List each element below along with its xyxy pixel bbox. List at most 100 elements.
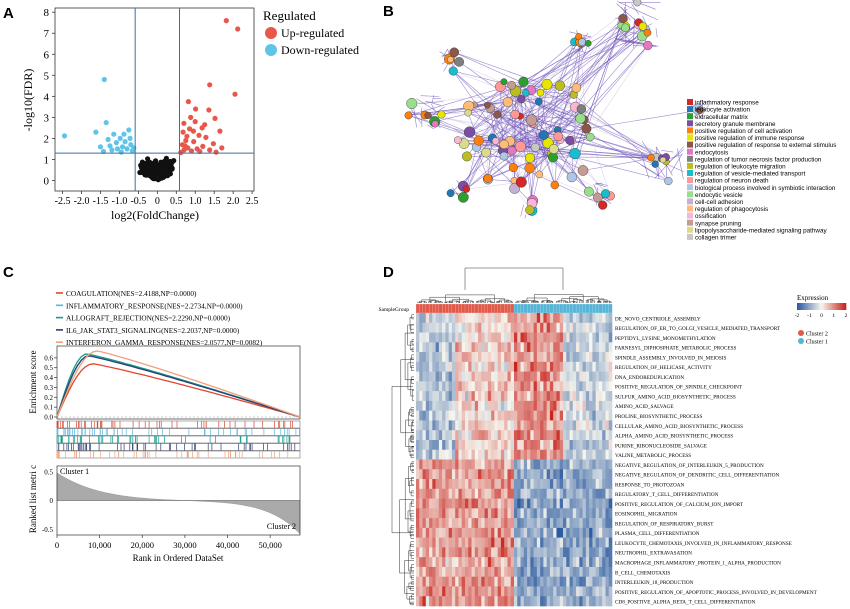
heatmap-cell [563, 586, 567, 597]
heatmap-cell [576, 537, 580, 548]
heatmap-cell [487, 576, 492, 587]
heatmap-cell [494, 527, 498, 538]
sample-group-cell [579, 303, 584, 314]
heatmap-cell [556, 547, 561, 558]
heatmap-cell [461, 518, 466, 529]
down-point [127, 135, 133, 141]
heatmap-cell [507, 566, 512, 577]
heatmap-cell [478, 430, 482, 441]
heatmap-cell [595, 361, 600, 372]
heatmap-cell [533, 527, 538, 538]
heatmap-cell [605, 596, 610, 607]
heatmap-cell [432, 547, 436, 558]
heatmap-cell [602, 352, 606, 363]
heatmap-cell [598, 557, 603, 568]
heatmap-cell [487, 352, 492, 363]
heatmap-cell [425, 381, 430, 392]
heatmap-cell [435, 566, 440, 577]
col-dendrogram-branch [485, 298, 505, 303]
up-point [183, 137, 189, 144]
y-tick-label: 8 [44, 7, 50, 19]
heatmap-cell [425, 488, 430, 499]
heatmap-cell [563, 557, 567, 568]
heatmap-cell [595, 400, 600, 411]
gsea-legend-label: IL6_JAK_STAT3_SIGNALING(NES=2.2037,NP=0.… [66, 326, 240, 335]
col-dendrogram-branch [531, 301, 535, 303]
heatmap-cell [553, 508, 557, 519]
heatmap-cell [465, 430, 469, 441]
heatmap-cell [491, 381, 495, 392]
heatmap-cell [510, 430, 515, 441]
heatmap-cell [487, 332, 492, 343]
heatmap-cell [474, 596, 479, 607]
heatmap-cell [481, 332, 485, 343]
row-dendrogram-branch [410, 512, 414, 522]
down-point [107, 143, 113, 149]
heatmap-cell [497, 586, 502, 597]
col-dendrogram-branch [557, 300, 566, 303]
heatmap-cell [465, 371, 469, 382]
network-legend-swatch [687, 184, 693, 191]
heatmap-cell [556, 439, 561, 451]
col-dendrogram-branch [573, 301, 577, 303]
heatmap-cell [572, 488, 577, 499]
heatmap-cell [487, 322, 492, 333]
heatmap-cell [448, 508, 453, 519]
heatmap-cell [546, 576, 551, 587]
heatmap-cell [569, 322, 574, 333]
network-node [524, 162, 535, 174]
network-legend-swatch [687, 155, 693, 162]
heatmap-cell [504, 361, 508, 372]
heatmap-cell [576, 430, 580, 441]
heatmap-cell [592, 313, 596, 324]
heatmap-cell [448, 479, 453, 490]
heatmap-cell [579, 459, 583, 470]
heatmap-scale-segment [810, 303, 813, 310]
sample-group-cell [520, 303, 525, 314]
heatmap-cell [533, 361, 538, 372]
heatmap-cell [458, 518, 463, 529]
heatmap-cell [461, 557, 466, 568]
heatmap-cell [582, 391, 587, 402]
heatmap-cell [481, 430, 485, 441]
heatmap-cell [576, 479, 580, 490]
heatmap-cell [576, 459, 580, 470]
heatmap-cell [559, 439, 564, 451]
network-legend-swatch [687, 170, 693, 176]
heatmap-cell [546, 498, 551, 509]
heatmap-cell [572, 537, 577, 548]
heatmap-cell [432, 371, 436, 382]
sample-group-cell [595, 303, 600, 314]
heatmap-cell [461, 439, 466, 451]
heatmap-cell [429, 371, 433, 382]
heatmap-cell [576, 313, 580, 324]
heatmap-cell [608, 410, 613, 421]
heatmap-cell [494, 576, 498, 587]
heatmap-cell [507, 332, 512, 343]
heatmap-cell [465, 332, 469, 343]
heatmap-cell [549, 391, 554, 402]
heatmap-cell [527, 557, 531, 568]
heatmap-cell [458, 498, 463, 509]
heatmap-cell [468, 381, 472, 392]
network-edge [466, 156, 489, 179]
heatmap-cell [546, 420, 551, 431]
network-edge [573, 26, 626, 95]
col-dendrogram-branch [470, 301, 474, 303]
heatmap-cell [438, 527, 443, 538]
heatmap-cell [589, 498, 593, 509]
network-legend-swatch [687, 120, 693, 127]
heatmap-cell [435, 596, 440, 607]
heatmap-cell [494, 469, 498, 480]
heatmap-cell [422, 508, 427, 519]
heatmap-scale-segment [843, 303, 846, 310]
heatmap-cell [481, 371, 485, 382]
heatmap-cell [582, 361, 587, 372]
heatmap-cell [540, 322, 544, 333]
heatmap-cell [553, 410, 557, 421]
heatmap-cell [484, 537, 489, 548]
heatmap-cell [474, 322, 479, 333]
heatmap-cell [491, 576, 495, 587]
heatmap-cell [510, 557, 515, 568]
heatmap-cell [438, 381, 443, 392]
